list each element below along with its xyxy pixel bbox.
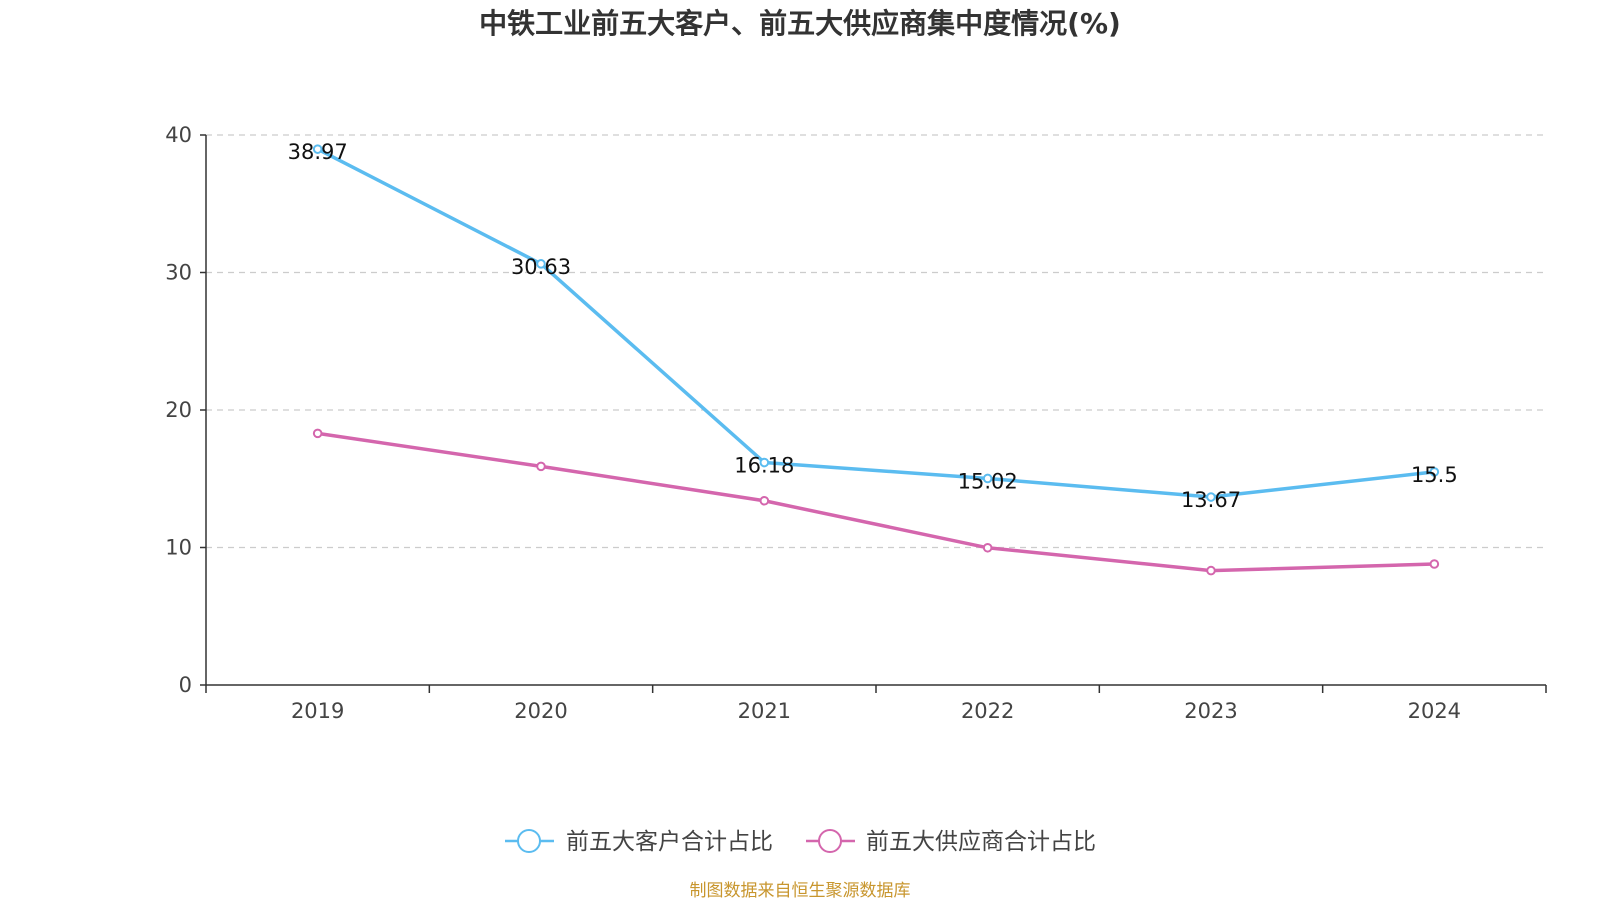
series-point-0[interactable] (312, 144, 323, 154)
data-label: 13.67 (1181, 488, 1241, 512)
series-points (312, 144, 1440, 576)
x-tick-labels: 2019 2020 2021 2022 2023 2024 (291, 699, 1461, 723)
legend-label: 前五大客户合计占比 (566, 829, 773, 855)
source-note: 制图数据来自恒生聚源数据库 (690, 881, 911, 900)
y-tick-labels: 0 10 20 30 40 (165, 123, 192, 697)
y-tick-label: 10 (165, 536, 192, 560)
grid-lines (206, 134, 1546, 549)
series-lines (316, 147, 1435, 573)
series-line-0 (316, 147, 1435, 499)
series-point-1[interactable] (1429, 559, 1440, 569)
data-labels: 38.97 30.63 16.18 15.02 13.67 15.5 (288, 140, 1458, 512)
series-point-1[interactable] (982, 542, 993, 553)
data-label: 15.02 (958, 469, 1018, 493)
series-point-1[interactable] (759, 495, 770, 506)
legend-item-suppliers[interactable]: 前五大供应商合计占比 (806, 829, 1096, 855)
axes (200, 134, 1547, 693)
x-tick-label: 2024 (1408, 699, 1461, 723)
x-tick-label: 2020 (514, 699, 567, 723)
series-point-1[interactable] (1206, 565, 1216, 576)
y-tick-label: 40 (165, 123, 192, 147)
legend-circle-icon (517, 829, 541, 853)
x-tick-label: 2023 (1184, 699, 1237, 723)
series-point-0[interactable] (759, 457, 770, 468)
series-point-0[interactable] (1429, 467, 1440, 477)
data-label: 30.63 (511, 255, 571, 279)
y-tick-label: 20 (165, 398, 192, 422)
y-tick-label: 0 (179, 673, 192, 697)
series-line-1 (317, 431, 1435, 573)
x-tick-label: 2022 (961, 699, 1014, 723)
series-point-0[interactable] (536, 259, 546, 269)
series-point-0[interactable] (982, 473, 993, 484)
x-tick-label: 2021 (738, 699, 791, 723)
data-label: 16.18 (734, 454, 794, 478)
series-point-1[interactable] (312, 428, 323, 439)
legend-circle-icon (818, 829, 842, 853)
legend: 前五大客户合计占比 前五大供应商合计占比 (505, 829, 1096, 855)
data-label: 15.5 (1411, 463, 1458, 487)
series-point-1[interactable] (536, 461, 546, 472)
legend-item-customers[interactable]: 前五大客户合计占比 (505, 829, 773, 855)
chart-title: 中铁工业前五大客户、前五大供应商集中度情况(%) (479, 7, 1121, 40)
data-label: 38.97 (288, 140, 348, 164)
legend-label: 前五大供应商合计占比 (866, 829, 1096, 855)
x-tick-label: 2019 (291, 699, 344, 723)
series-point-0[interactable] (1206, 492, 1216, 502)
y-tick-label: 30 (165, 261, 192, 285)
